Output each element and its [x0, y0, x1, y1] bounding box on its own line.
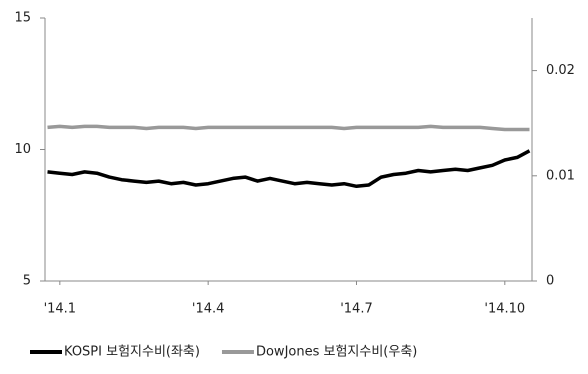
x-tick-label: '14.4 [192, 302, 225, 317]
x-tick-label: '14.7 [340, 302, 373, 317]
y2-tick-label: 0.01 [546, 168, 575, 183]
series-line [47, 149, 531, 189]
y-tick-label: 15 [14, 11, 31, 26]
legend-label: DowJones 보험지수비(우축) [256, 345, 417, 360]
y2-tick-label: 0 [546, 274, 554, 289]
y2-tick-label: 0.02 [546, 63, 575, 78]
legend-label: KOSPI 보험지수비(좌축) [64, 345, 200, 360]
x-tick-label: '14.1 [44, 302, 77, 317]
x-tick-label: '14.10 [484, 302, 525, 317]
series-line [47, 124, 530, 132]
y-tick-label: 5 [23, 274, 31, 289]
y-tick-label: 10 [14, 142, 31, 157]
